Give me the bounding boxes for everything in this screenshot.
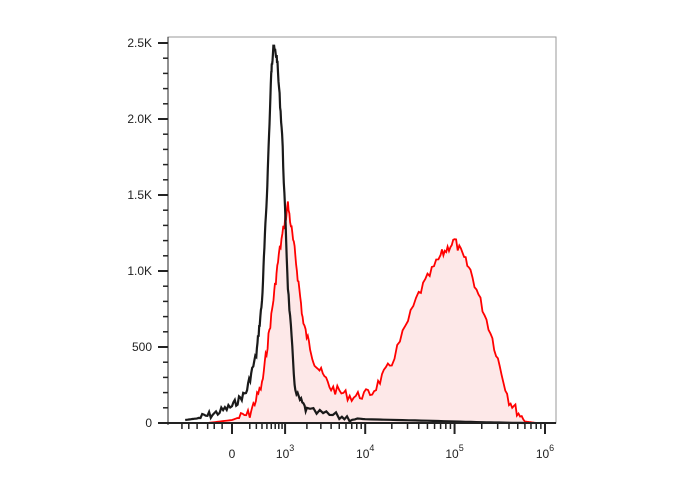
x-tick-label: 106 xyxy=(536,443,554,461)
stained-sample-line xyxy=(207,201,537,424)
y-tick-label: 1.5K xyxy=(127,188,152,202)
y-tick-label: 1.0K xyxy=(127,264,152,278)
y-tick-label: 500 xyxy=(132,340,152,354)
x-tick-label: 103 xyxy=(276,443,294,461)
x-tick-label: 0 xyxy=(229,447,236,461)
y-tick-label: 2.0K xyxy=(127,112,152,126)
series-layer xyxy=(185,44,537,425)
x-axis: 0 103 104 105 106 xyxy=(181,423,554,461)
x-tick-label: 105 xyxy=(445,443,463,461)
y-tick-label: 2.5K xyxy=(127,36,152,50)
x-tick-label: 104 xyxy=(356,443,374,461)
control-line xyxy=(185,44,525,425)
y-tick-label: 0 xyxy=(145,416,152,430)
y-axis: 0 500 1.0K 1.5K 2.0K 2.5K xyxy=(127,36,168,430)
stained-fill-area xyxy=(207,201,537,423)
